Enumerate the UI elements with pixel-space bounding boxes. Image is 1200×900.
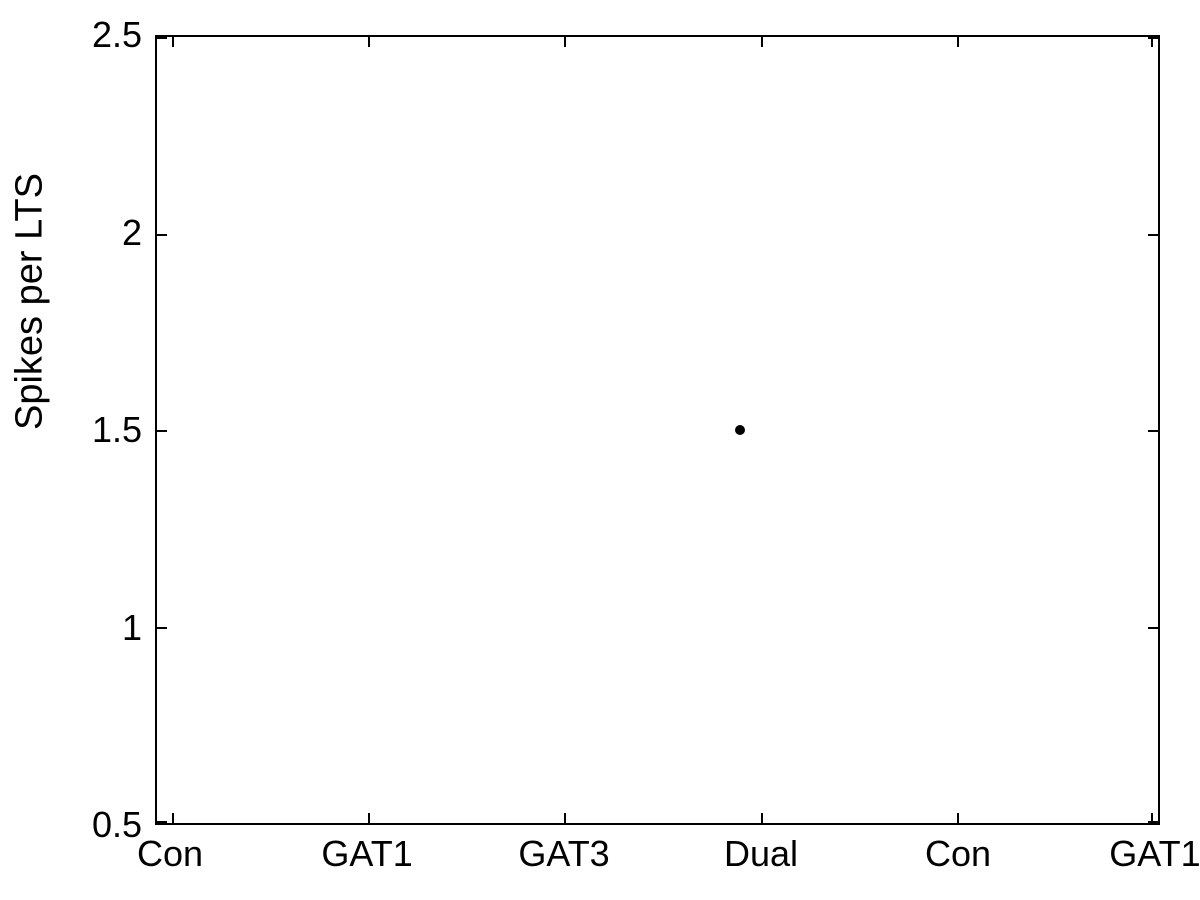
y-tick-mark-right	[1148, 430, 1158, 432]
x-tick-mark-top	[957, 37, 959, 47]
x-tick-mark-top	[564, 37, 566, 47]
y-tick-mark	[157, 627, 167, 629]
y-tick-mark-right	[1148, 627, 1158, 629]
x-tick-mark	[172, 813, 174, 823]
y-tick-mark-right	[1148, 37, 1158, 39]
y-tick-label: 2.5	[92, 14, 142, 56]
y-tick-mark	[157, 430, 167, 432]
x-tick-label: Con	[925, 833, 991, 875]
x-tick-mark	[368, 813, 370, 823]
y-axis-label: Spikes per LTS	[9, 173, 52, 430]
chart-container: 2.5 2 1.5 1 0.5 Con GAT1 GAT3 Dual Con G…	[155, 35, 1160, 825]
y-tick-label: 0.5	[92, 804, 142, 846]
y-tick-label: 1	[122, 607, 142, 649]
x-tick-mark-top	[1151, 37, 1153, 47]
y-tick-label: 1.5	[92, 409, 142, 451]
x-tick-mark-top	[761, 37, 763, 47]
y-tick-mark	[157, 821, 167, 823]
x-tick-label: GAT1	[321, 833, 412, 875]
x-tick-mark	[564, 813, 566, 823]
y-tick-mark-right	[1148, 821, 1158, 823]
x-tick-label: Con	[137, 833, 203, 875]
x-tick-mark	[957, 813, 959, 823]
y-tick-label: 2	[122, 212, 142, 254]
plot-area	[155, 35, 1160, 825]
x-tick-label: Dual	[724, 833, 798, 875]
scatter-point	[735, 425, 745, 435]
x-tick-label: GAT1	[1109, 833, 1200, 875]
y-tick-mark	[157, 234, 167, 236]
y-tick-mark	[157, 37, 167, 39]
x-tick-mark	[761, 813, 763, 823]
x-tick-mark	[1151, 813, 1153, 823]
x-tick-label: GAT3	[518, 833, 609, 875]
x-tick-mark-top	[172, 37, 174, 47]
y-tick-mark-right	[1148, 234, 1158, 236]
x-tick-mark-top	[368, 37, 370, 47]
